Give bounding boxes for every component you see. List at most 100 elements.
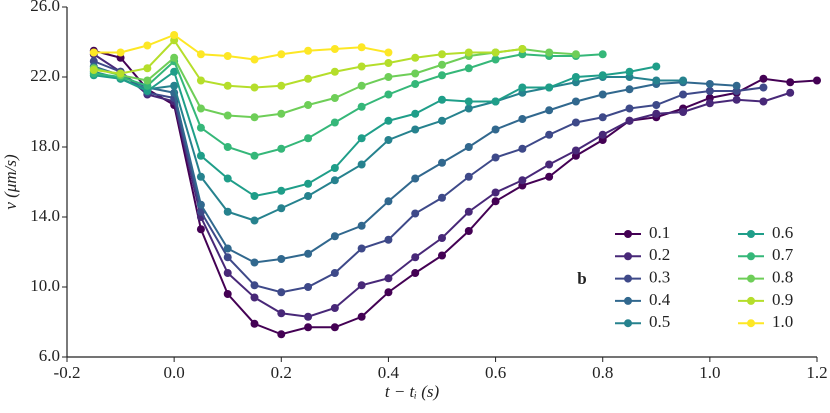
- point: [679, 90, 688, 99]
- point: [571, 73, 580, 81]
- series-line: [93, 47, 576, 119]
- point: [571, 146, 580, 155]
- point: [196, 200, 205, 209]
- point: [277, 204, 286, 213]
- point: [411, 253, 420, 262]
- point: [384, 59, 393, 67]
- y-tick-label: 14.0: [30, 206, 60, 225]
- point: [813, 76, 821, 85]
- point: [679, 108, 688, 116]
- point: [786, 88, 795, 97]
- point: [759, 83, 768, 92]
- point: [625, 104, 634, 113]
- point: [652, 109, 661, 118]
- point: [571, 118, 580, 127]
- point: [384, 90, 393, 99]
- point: [545, 48, 554, 57]
- point: [384, 274, 393, 283]
- point: [277, 186, 286, 195]
- point: [330, 176, 339, 185]
- point: [304, 323, 313, 332]
- y-tick-label: 10.0: [30, 276, 60, 295]
- point: [571, 50, 580, 59]
- point: [277, 81, 286, 90]
- point: [357, 81, 366, 90]
- point: [464, 143, 473, 151]
- point: [223, 81, 232, 90]
- point: [545, 106, 554, 115]
- point: [411, 69, 420, 78]
- legend-title: b: [577, 269, 586, 288]
- point: [330, 118, 339, 127]
- point: [705, 87, 714, 95]
- legend-label: 1.0: [772, 312, 793, 331]
- legend-marker: [624, 274, 632, 283]
- point: [518, 176, 527, 185]
- point: [277, 309, 286, 318]
- point: [304, 312, 313, 321]
- y-tick-label: 22.0: [30, 66, 60, 85]
- point: [491, 48, 500, 57]
- point: [196, 76, 205, 85]
- point: [464, 207, 473, 216]
- point: [357, 102, 366, 111]
- point: [223, 207, 232, 216]
- point: [518, 144, 527, 153]
- point: [491, 197, 500, 206]
- point: [304, 74, 313, 83]
- point: [598, 50, 607, 59]
- point: [357, 134, 366, 143]
- point: [250, 293, 259, 302]
- point: [732, 95, 741, 104]
- point: [598, 130, 607, 139]
- point: [304, 179, 313, 188]
- point: [196, 50, 205, 59]
- point: [170, 67, 179, 76]
- point: [652, 76, 661, 85]
- legend-marker: [747, 230, 755, 238]
- point: [411, 174, 420, 183]
- point: [625, 116, 634, 125]
- x-tick-label: -0.2: [54, 363, 81, 382]
- point: [598, 71, 607, 80]
- legend-marker: [747, 252, 755, 261]
- point: [357, 312, 366, 321]
- point: [464, 64, 473, 73]
- point: [250, 192, 259, 200]
- point: [411, 80, 420, 88]
- point: [545, 172, 554, 181]
- legend-label: 0.9: [772, 290, 793, 309]
- point: [384, 48, 393, 57]
- series-line: [93, 53, 603, 157]
- point: [170, 31, 179, 39]
- point: [250, 281, 259, 290]
- point: [143, 64, 152, 73]
- point: [491, 153, 500, 162]
- point: [196, 104, 205, 113]
- point: [384, 116, 393, 125]
- point: [786, 78, 795, 87]
- point: [545, 83, 554, 92]
- point: [357, 244, 366, 253]
- point: [384, 235, 393, 244]
- point: [464, 97, 473, 106]
- point: [464, 227, 473, 235]
- point: [304, 134, 313, 143]
- point: [545, 160, 554, 169]
- point: [438, 116, 446, 125]
- point: [411, 269, 420, 277]
- point: [438, 193, 446, 202]
- point: [652, 62, 661, 71]
- point: [384, 73, 393, 81]
- point: [759, 74, 768, 83]
- y-tick-label: 26.0: [30, 0, 60, 15]
- legend-marker: [747, 274, 755, 283]
- legend-label: 0.2: [649, 245, 670, 264]
- point: [384, 197, 393, 206]
- point: [116, 69, 125, 78]
- point: [438, 234, 446, 242]
- point: [250, 55, 259, 64]
- point: [518, 45, 527, 53]
- point: [223, 244, 232, 253]
- point: [411, 209, 420, 218]
